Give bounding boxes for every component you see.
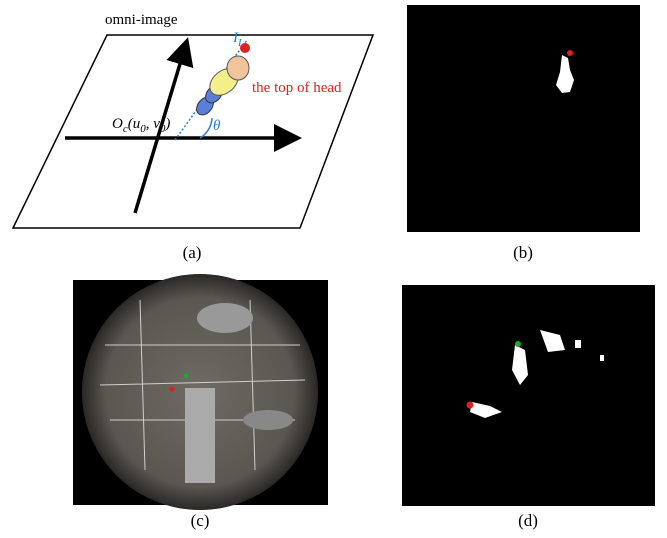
cart [185, 388, 215, 483]
origin-label-part: ) [164, 116, 170, 132]
angle-label: θ [213, 118, 221, 134]
origin-label-part: O [112, 116, 123, 132]
figure: omni-image IL the top of head Oc(u0, v0)… [0, 0, 667, 538]
marker [467, 402, 474, 409]
panel-label: (c) [191, 511, 210, 530]
plane-title: omni-image [105, 12, 178, 28]
panel-b: (b) [407, 5, 640, 262]
head [227, 56, 249, 80]
head-top [567, 50, 573, 56]
panel-a: omni-image IL the top of head Oc(u0, v0)… [13, 12, 373, 262]
marker [170, 387, 175, 392]
panel-c: (c) [73, 274, 328, 530]
panel-d: (d) [402, 285, 655, 530]
marker [515, 341, 521, 347]
origin-label-part: (u [128, 116, 141, 132]
panel-label: (b) [513, 243, 533, 262]
line-label: IL [232, 30, 244, 49]
annotation: the top of head [252, 80, 342, 96]
image-plane [13, 35, 373, 228]
object [243, 410, 293, 430]
mask-image [402, 285, 655, 506]
origin-label-part: , v [146, 116, 161, 132]
panel-label: (a) [183, 243, 202, 262]
marker [184, 374, 189, 379]
panel-label: (d) [518, 511, 538, 530]
mask-image [407, 5, 640, 232]
angle-arc [200, 118, 212, 138]
object [197, 303, 253, 333]
